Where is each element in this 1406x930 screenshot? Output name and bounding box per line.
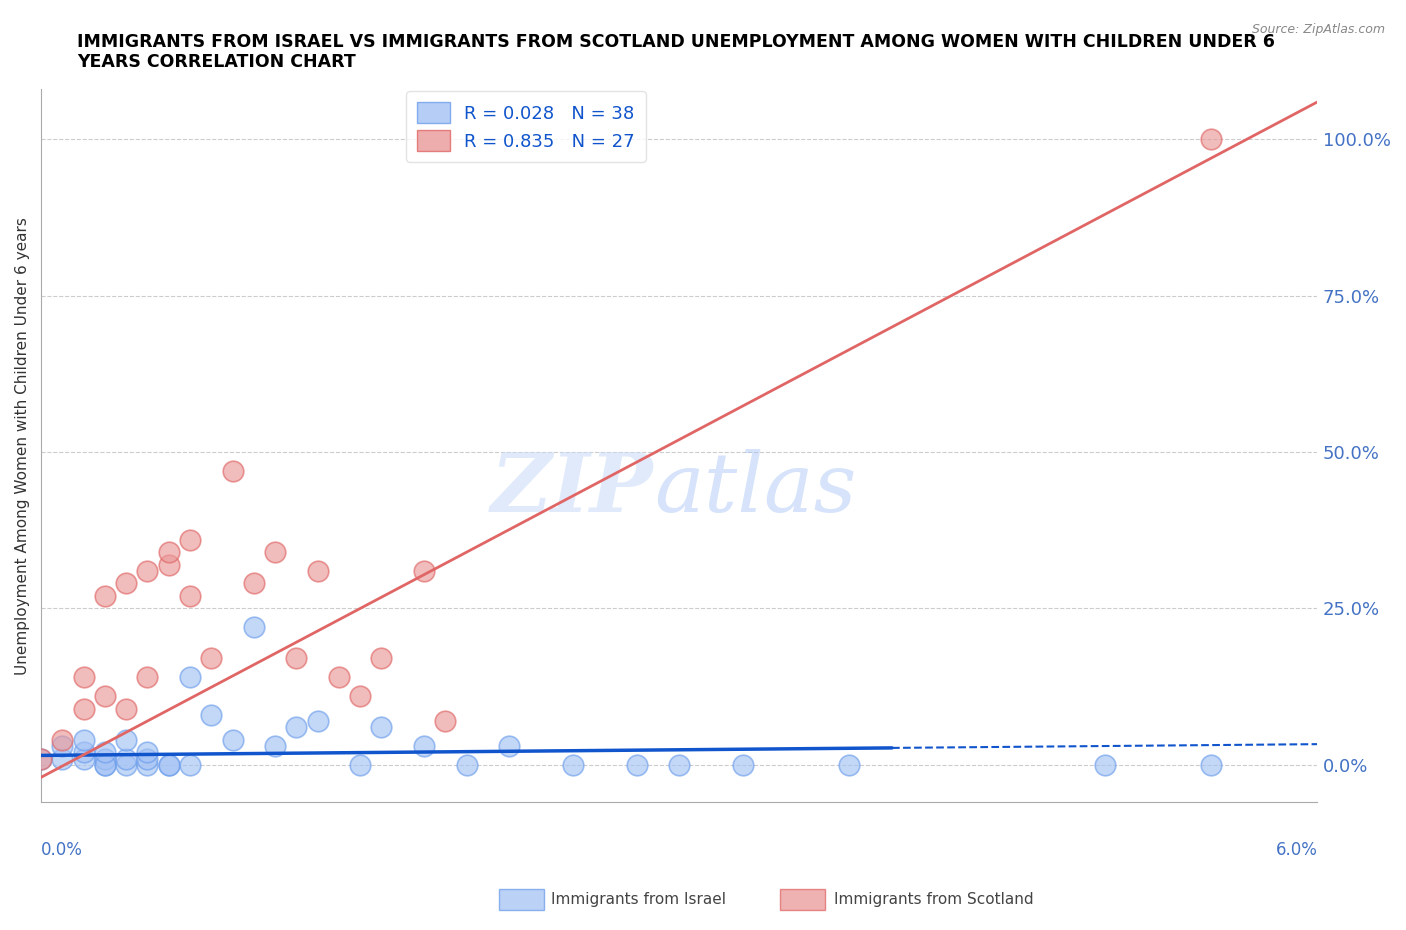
Point bbox=[136, 564, 159, 578]
Y-axis label: Unemployment Among Women with Children Under 6 years: Unemployment Among Women with Children U… bbox=[15, 217, 30, 675]
Point bbox=[243, 619, 266, 634]
Text: Source: ZipAtlas.com: Source: ZipAtlas.com bbox=[1251, 23, 1385, 36]
Point bbox=[1094, 757, 1116, 772]
Text: IMMIGRANTS FROM ISRAEL VS IMMIGRANTS FROM SCOTLAND UNEMPLOYMENT AMONG WOMEN WITH: IMMIGRANTS FROM ISRAEL VS IMMIGRANTS FRO… bbox=[77, 33, 1275, 72]
Point bbox=[136, 757, 159, 772]
Text: 0.0%: 0.0% bbox=[41, 842, 83, 859]
Point bbox=[413, 564, 436, 578]
Text: Immigrants from Israel: Immigrants from Israel bbox=[551, 892, 725, 907]
Point bbox=[264, 545, 287, 560]
Point bbox=[221, 463, 243, 478]
Point bbox=[349, 757, 371, 772]
Point bbox=[157, 757, 180, 772]
Point bbox=[72, 732, 94, 747]
Point bbox=[200, 708, 222, 723]
Point bbox=[30, 751, 52, 766]
Text: ZIP: ZIP bbox=[491, 448, 654, 528]
Point bbox=[157, 557, 180, 572]
Point bbox=[1199, 132, 1222, 147]
Point bbox=[72, 751, 94, 766]
Point bbox=[179, 757, 201, 772]
Text: 6.0%: 6.0% bbox=[1275, 842, 1317, 859]
Point bbox=[179, 589, 201, 604]
Point bbox=[733, 757, 755, 772]
Point bbox=[221, 732, 243, 747]
Point bbox=[157, 545, 180, 560]
Point bbox=[51, 751, 73, 766]
Point bbox=[668, 757, 690, 772]
Point bbox=[307, 713, 329, 728]
Point bbox=[179, 532, 201, 547]
Point bbox=[157, 757, 180, 772]
Point bbox=[1199, 757, 1222, 772]
Point bbox=[179, 670, 201, 684]
Point bbox=[51, 738, 73, 753]
Point bbox=[94, 757, 117, 772]
Point bbox=[456, 757, 478, 772]
Point bbox=[136, 745, 159, 760]
Point bbox=[200, 651, 222, 666]
Text: Immigrants from Scotland: Immigrants from Scotland bbox=[834, 892, 1033, 907]
Text: atlas: atlas bbox=[654, 448, 856, 528]
Point bbox=[498, 738, 520, 753]
Point bbox=[94, 745, 117, 760]
Point bbox=[94, 589, 117, 604]
Point bbox=[307, 564, 329, 578]
Point bbox=[328, 670, 350, 684]
Point bbox=[243, 576, 266, 591]
Point bbox=[30, 751, 52, 766]
Point bbox=[94, 688, 117, 703]
Point bbox=[115, 757, 138, 772]
Point bbox=[94, 757, 117, 772]
Point bbox=[370, 651, 392, 666]
Point bbox=[264, 738, 287, 753]
Point bbox=[115, 576, 138, 591]
Point bbox=[94, 751, 117, 766]
Point bbox=[51, 732, 73, 747]
Point bbox=[285, 651, 308, 666]
Point bbox=[115, 732, 138, 747]
Legend: R = 0.028   N = 38, R = 0.835   N = 27: R = 0.028 N = 38, R = 0.835 N = 27 bbox=[406, 91, 645, 162]
Point bbox=[285, 720, 308, 735]
Point bbox=[72, 701, 94, 716]
Point bbox=[434, 713, 457, 728]
Point bbox=[136, 751, 159, 766]
Point bbox=[561, 757, 583, 772]
Point bbox=[72, 745, 94, 760]
Point bbox=[115, 751, 138, 766]
Point bbox=[136, 670, 159, 684]
Point bbox=[626, 757, 648, 772]
Point bbox=[413, 738, 436, 753]
Point bbox=[349, 688, 371, 703]
Point bbox=[370, 720, 392, 735]
Point bbox=[838, 757, 860, 772]
Point bbox=[72, 670, 94, 684]
Point bbox=[115, 701, 138, 716]
